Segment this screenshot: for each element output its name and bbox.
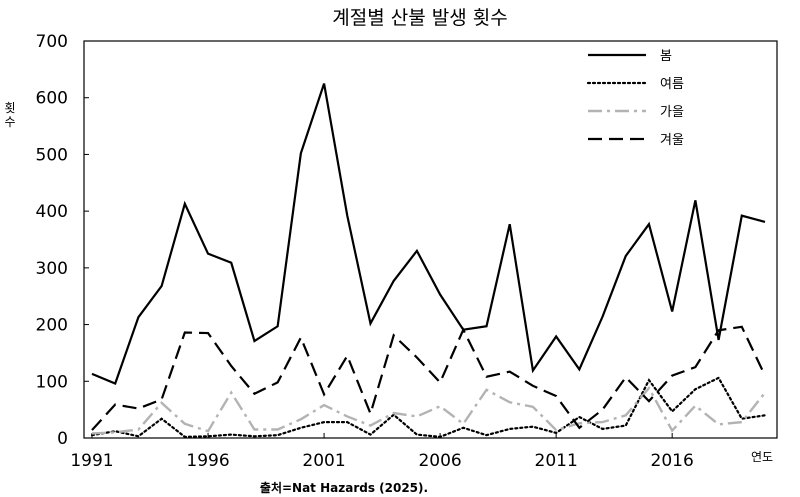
x-axis-label: 연도 xyxy=(751,450,773,464)
chart-title: 계절별 산불 발생 횟수 xyxy=(332,7,507,29)
series-lines xyxy=(90,83,767,438)
y-tick-label: 300 xyxy=(36,259,68,279)
series-line-가을 xyxy=(91,385,766,435)
y-tick-label: 100 xyxy=(36,372,68,392)
x-tick-label: 2016 xyxy=(651,451,694,471)
legend-label: 가을 xyxy=(660,105,684,120)
series-line-겨울 xyxy=(91,325,766,431)
x-tick-label: 1991 xyxy=(70,451,113,471)
y-tick-label: 400 xyxy=(36,202,68,222)
y-tick-label: 0 xyxy=(57,429,68,449)
series-line-여름 xyxy=(90,376,767,438)
x-tick-label: 1996 xyxy=(186,451,229,471)
legend-label: 여름 xyxy=(660,77,684,92)
x-tick-label: 2001 xyxy=(302,451,345,471)
legend-label: 봄 xyxy=(660,49,672,64)
y-tick-label: 600 xyxy=(36,89,68,109)
y-tick-label: 200 xyxy=(36,316,68,336)
y-tick-label: 500 xyxy=(36,145,68,165)
x-axis-ticks: 1991 1996 2001 2006 2011 2016 xyxy=(70,433,694,471)
legend-label: 겨울 xyxy=(660,133,684,148)
source-note: 출처=Nat Hazards (2025). xyxy=(260,480,428,495)
plot-frame xyxy=(83,40,778,439)
series-line-봄 xyxy=(91,83,766,386)
x-tick-label: 2006 xyxy=(418,451,461,471)
y-tick-label: 700 xyxy=(36,32,68,52)
y-axis-ticks: 0 100 200 300 400 500 600 700 xyxy=(36,32,89,449)
x-tick-label: 2011 xyxy=(535,451,578,471)
